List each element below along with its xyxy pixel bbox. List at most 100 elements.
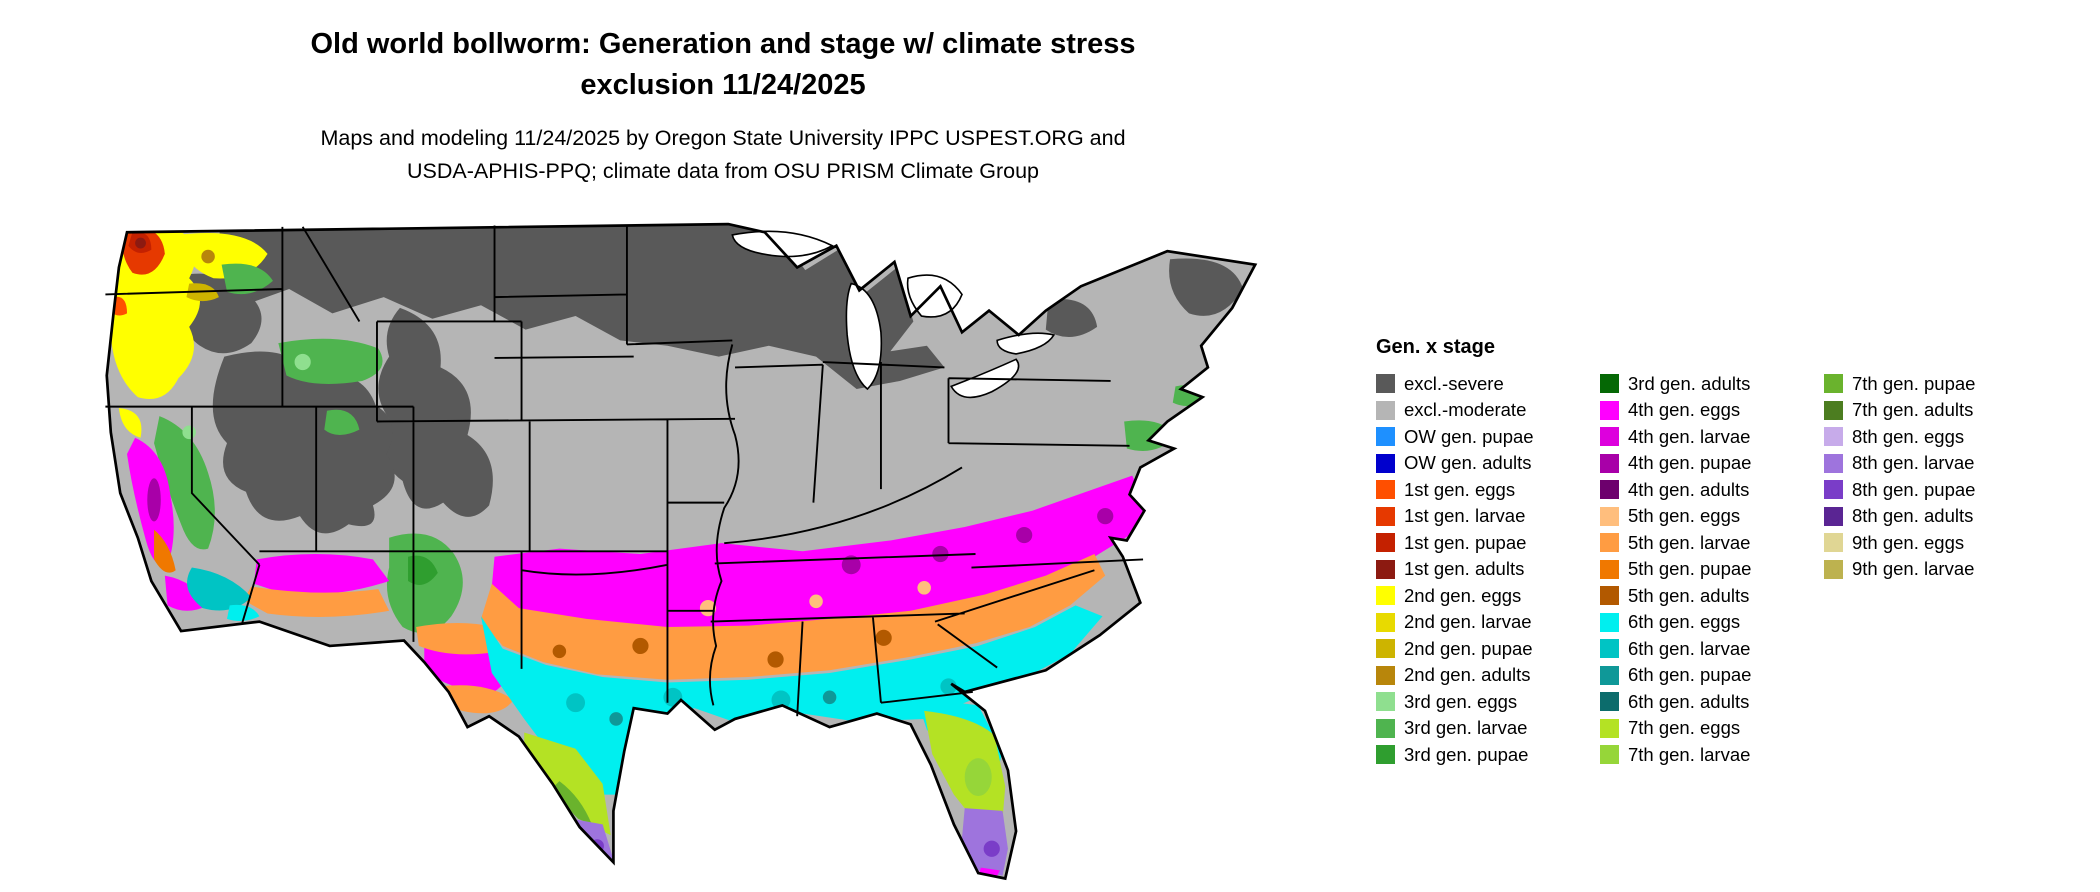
- region-green-eastern-wa: [221, 263, 273, 295]
- region-green-nm-core: [408, 555, 438, 585]
- legend-swatch: [1600, 480, 1619, 499]
- region-magenta-dark-speckle-1: [841, 555, 861, 575]
- lake-superior: [731, 230, 835, 258]
- legend-item: 6th gen. eggs: [1600, 611, 1824, 632]
- legend-item-label: 8th gen. larvae: [1852, 452, 1975, 473]
- page-subtitle: Maps and modeling 11/24/2025 by Oregon S…: [0, 122, 1446, 189]
- region-gold-dark-wa: [201, 249, 215, 264]
- region-orange-dark-speckle-4: [552, 644, 567, 659]
- legend-swatch: [1600, 745, 1619, 764]
- legend-item-label: 7th gen. pupae: [1852, 372, 1976, 394]
- legend-column-1: excl.-severe excl.-moderate OW gen. pupae O…: [1376, 372, 1600, 765]
- legend-item: 4th gen. pupae: [1600, 452, 1824, 473]
- region-orange-ca-valley-south: [154, 529, 176, 573]
- legend-item: 6th gen. larvae: [1600, 637, 1824, 659]
- legend-item: 3rd gen. adults: [1600, 373, 1824, 394]
- legend-swatch: [1376, 453, 1395, 473]
- region-magenta-midsouth-band: [491, 475, 1146, 630]
- legend-column-3: 7th gen. pupae 7th gen. adults 8th gen. eg…: [1824, 372, 1976, 764]
- legend-swatch: [1376, 559, 1395, 579]
- legend-item: 9th gen. eggs: [1824, 532, 1975, 553]
- region-orange-dark-speckle-1: [632, 637, 649, 655]
- legend-swatch: [1376, 506, 1395, 526]
- subtitle-line-2: USDA-APHIS-PPQ; climate data from OSU PR…: [406, 159, 1040, 184]
- region-orange-south-nm: [416, 622, 500, 655]
- legend-swatch: [1600, 586, 1619, 605]
- region-teal-speckle-3: [771, 690, 791, 710]
- legend-item: 7th gen. larvae: [1600, 744, 1824, 765]
- region-severe-rockies: [378, 307, 493, 517]
- us-map: [105, 222, 1258, 881]
- legend-item: 4th gen. adults: [1600, 479, 1824, 500]
- legend-swatch: [1824, 453, 1843, 473]
- title-line-1: Old world bollworm: Generation and stage…: [310, 28, 1136, 60]
- legend-item: 2nd gen. pupae: [1376, 638, 1600, 659]
- legend-item: 5th gen. eggs: [1600, 505, 1824, 526]
- region-purple-south-florida: [962, 808, 1008, 876]
- legend-column-2: 3rd gen. adults 4th gen. eggs 4th gen. lar…: [1600, 373, 1824, 765]
- legend-item-label: 8th gen. adults: [1852, 505, 1974, 526]
- legend-item-label: 4th gen. pupae: [1628, 452, 1752, 473]
- legend-item-label: OW gen. pupae: [1404, 425, 1534, 447]
- legend-item: 5th gen. pupae: [1600, 558, 1824, 579]
- legend-swatch: [1600, 374, 1619, 393]
- region-teal-dark-speckle-2: [822, 690, 837, 705]
- legend-swatch: [1600, 639, 1619, 658]
- legend-item-label: 3rd gen. eggs: [1404, 690, 1518, 712]
- legend-swatch: [1376, 745, 1395, 764]
- region-purple-south-florida-dark: [983, 840, 1000, 857]
- legend-swatch: [1376, 427, 1395, 446]
- region-orange-dark-speckle-3: [875, 629, 892, 646]
- region-severe-adirondacks: [1045, 299, 1098, 338]
- legend-item: 8th gen. adults: [1824, 505, 1975, 526]
- legend-item: 8th gen. eggs: [1824, 425, 1975, 447]
- legend-item: 5th gen. adults: [1600, 584, 1824, 606]
- legend-item: 3rd gen. pupae: [1376, 744, 1600, 765]
- region-yellow-north-california: [118, 407, 142, 438]
- legend-item-label: 2nd gen. eggs: [1404, 584, 1522, 606]
- legend-swatch: [1376, 692, 1395, 711]
- legend-swatch: [1376, 533, 1395, 552]
- region-green-massachusetts: [1172, 385, 1208, 407]
- region-magenta-west-texas: [424, 643, 509, 695]
- legend-swatch: [1824, 374, 1843, 393]
- legend-item-label: excl.-moderate: [1404, 399, 1527, 420]
- region-green-south-texas: [524, 732, 611, 836]
- legend-item: 1st gen. adults: [1376, 558, 1600, 579]
- region-magenta-arizona: [254, 554, 390, 595]
- legend-swatch: [1824, 506, 1843, 526]
- legend-item: 6th gen. pupae: [1600, 664, 1824, 685]
- region-teal-speckle-1: [566, 693, 586, 713]
- legend-swatch: [1376, 718, 1395, 738]
- legend-item-label: 6th gen. larvae: [1628, 637, 1751, 659]
- region-orange-dark-speckle-2: [767, 651, 784, 668]
- legend-swatch: [1600, 506, 1619, 526]
- legend-swatch: [1600, 718, 1619, 738]
- lake-ontario: [996, 332, 1056, 355]
- subtitle-line-1: Maps and modeling 11/24/2025 by Oregon S…: [320, 126, 1126, 150]
- region-green-central-florida: [924, 710, 1006, 822]
- region-green-central-florida-core: [964, 758, 992, 797]
- legend-swatch: [1600, 427, 1619, 446]
- legend-item: excl.-severe: [1376, 372, 1600, 394]
- legend-item-label: 1st gen. adults: [1404, 558, 1525, 579]
- legend-item-label: 8th gen. pupae: [1852, 478, 1976, 500]
- region-orange-light-speckle-3: [917, 581, 931, 595]
- region-green-light-nca: [182, 425, 196, 440]
- legend-columns: excl.-severe excl.-moderate OW gen. pupae O…: [1376, 372, 1976, 765]
- map: [100, 216, 1316, 892]
- legend-item-label: 4th gen. eggs: [1628, 399, 1741, 420]
- legend-item-label: 5th gen. eggs: [1628, 505, 1741, 526]
- legend-item-label: 8th gen. eggs: [1852, 425, 1965, 447]
- legend-item-label: 5th gen. adults: [1628, 584, 1750, 606]
- legend-item: 8th gen. larvae: [1824, 452, 1975, 473]
- legend-swatch: [1376, 480, 1395, 499]
- region-severe-north-tier: [218, 224, 945, 390]
- legend-item-label: 1st gen. larvae: [1404, 505, 1526, 526]
- legend-item-label: excl.-severe: [1404, 372, 1504, 394]
- region-magenta-dark-speckle-3: [1016, 526, 1033, 544]
- legend-item: 7th gen. adults: [1824, 399, 1975, 420]
- legend-swatch: [1376, 586, 1395, 605]
- legend-swatch: [1376, 612, 1395, 632]
